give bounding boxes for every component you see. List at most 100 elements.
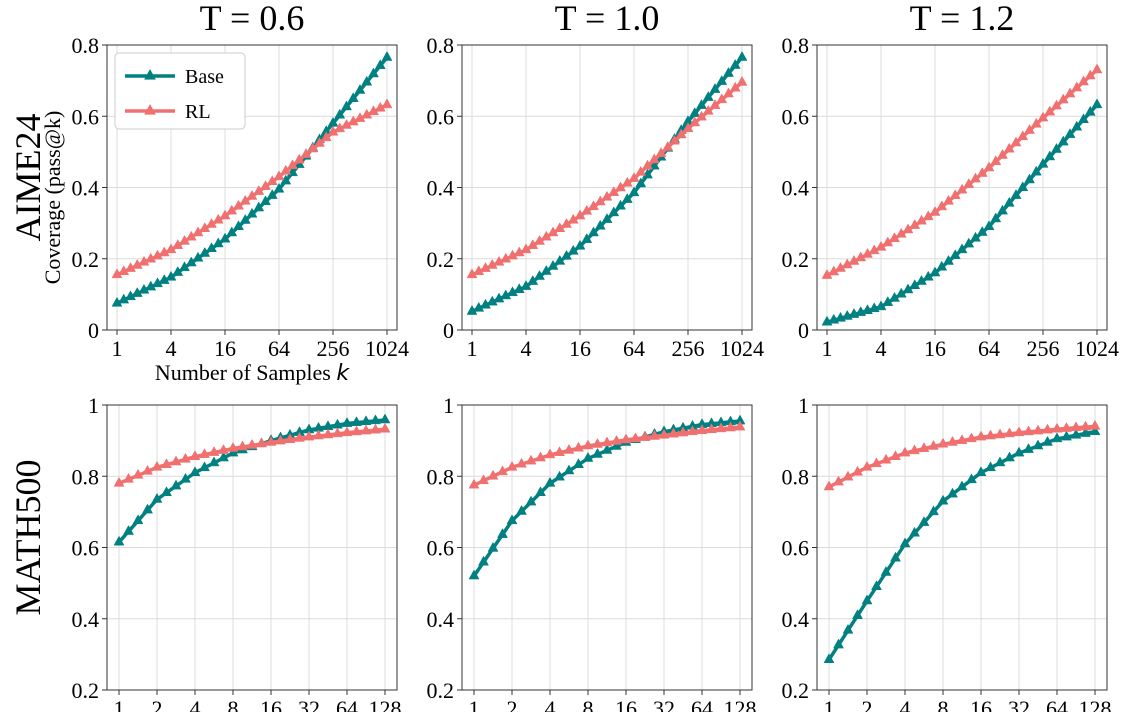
y-axis-label: Coverage (pass@k) (40, 111, 65, 285)
data-point-base (468, 569, 480, 580)
data-point-base (1013, 446, 1025, 457)
y-tick-label: 0.8 (72, 464, 100, 489)
data-point-rl (554, 446, 565, 456)
data-point-base (199, 461, 210, 472)
data-point-rl (1042, 423, 1053, 434)
data-point-rl (189, 450, 201, 460)
y-tick-label: 0.6 (782, 536, 810, 561)
data-point-base (246, 207, 258, 218)
data-point-base (1042, 435, 1053, 446)
data-point-base (716, 75, 728, 85)
data-point-base (506, 514, 518, 525)
data-point-rl (260, 180, 271, 190)
subplot: 1 2 4 8 16 32 64 128 0.2 0.4 0.6 0.8 1 (782, 393, 1112, 712)
data-point-rl (239, 194, 251, 205)
y-tick-label: 0.4 (72, 176, 100, 201)
data-point-base (1061, 430, 1072, 441)
data-point-rl (544, 448, 556, 459)
data-point-base (736, 51, 748, 61)
x-tick-label: 1024 (720, 336, 764, 361)
data-point-rl (976, 167, 988, 177)
data-point-base (823, 653, 835, 664)
data-point-base (936, 260, 948, 271)
data-point-base (142, 503, 153, 514)
data-point-rl (729, 81, 741, 92)
y-tick-label: 0.2 (427, 678, 455, 703)
data-point-base (976, 226, 988, 236)
panels: T = 0.6 T = 1.0 T = 1.2 AIME24 MATH500 1 4 16 64… (8, 0, 1119, 712)
data-point-base (723, 67, 734, 77)
data-point-base (949, 249, 961, 259)
x-tick-label: 2 (507, 696, 518, 712)
data-point-base (970, 231, 981, 242)
data-point-rl (696, 424, 708, 434)
data-point-base (540, 264, 552, 275)
x-tick-label: 4 (900, 696, 911, 712)
data-point-base (1071, 120, 1083, 131)
data-point-base (880, 565, 892, 576)
data-point-rl (983, 161, 995, 172)
data-point-rl (351, 425, 362, 436)
data-point-base (956, 480, 968, 491)
data-point-rl (639, 431, 651, 441)
data-point-rl (709, 99, 721, 109)
data-point-base (1070, 428, 1082, 439)
column-title: T = 0.6 (200, 0, 305, 38)
data-point-rl (1044, 105, 1056, 116)
data-point-rl (275, 434, 286, 445)
x-tick-label: 8 (228, 696, 239, 712)
data-point-rl (1078, 75, 1089, 86)
legend-label: RL (185, 101, 211, 123)
data-point-rl (611, 434, 622, 445)
data-point-rl (294, 431, 305, 442)
row-label: MATH500 (8, 459, 48, 615)
data-point-rl (725, 421, 736, 432)
data-point-rl (630, 432, 641, 443)
data-point-base (1023, 443, 1034, 453)
data-point-rl (669, 134, 680, 145)
data-point-base (1051, 432, 1063, 443)
data-point-base (581, 233, 593, 243)
data-point-base (918, 516, 930, 526)
data-point-rl (226, 204, 238, 215)
x-tick-label: 1 (469, 696, 480, 712)
data-point-rl (620, 433, 632, 444)
data-point-rl (928, 439, 939, 450)
subplot: 1 2 4 8 16 32 64 128 0.2 0.4 0.6 0.8 1 (72, 393, 402, 712)
data-point-rl (985, 429, 996, 440)
data-point-base (354, 83, 366, 94)
data-point-base (219, 232, 231, 243)
data-point-base (1064, 128, 1076, 138)
series-line-rl (118, 427, 386, 485)
data-point-rl (592, 437, 603, 448)
data-point-base (547, 259, 559, 270)
data-point-rl (936, 200, 948, 211)
data-point-rl (237, 440, 248, 451)
data-point-base (937, 494, 949, 505)
data-point-base (909, 526, 920, 537)
data-point-base (561, 249, 572, 260)
data-point-rl (132, 468, 144, 479)
data-point-base (601, 213, 613, 223)
x-tick-label: 32 (653, 696, 675, 712)
series-line-base (471, 56, 744, 314)
x-tick-label: 1 (822, 336, 833, 361)
data-point-rl (997, 148, 1008, 159)
data-point-rl (293, 153, 305, 164)
data-point-rl (307, 142, 319, 153)
data-point-base (368, 67, 379, 78)
data-point-rl (233, 199, 244, 210)
data-point-base (985, 461, 996, 472)
data-point-rl (675, 128, 687, 139)
y-tick-label: 1 (443, 393, 454, 418)
data-point-base (621, 193, 633, 203)
data-point-base (899, 537, 911, 548)
data-point-base (1037, 157, 1049, 168)
data-point-base (527, 275, 539, 285)
data-point-base (702, 91, 714, 101)
data-point-base (594, 219, 606, 230)
x-tick-label: 64 (1046, 696, 1068, 712)
data-point-rl (1024, 124, 1035, 134)
data-point-base (185, 256, 197, 267)
